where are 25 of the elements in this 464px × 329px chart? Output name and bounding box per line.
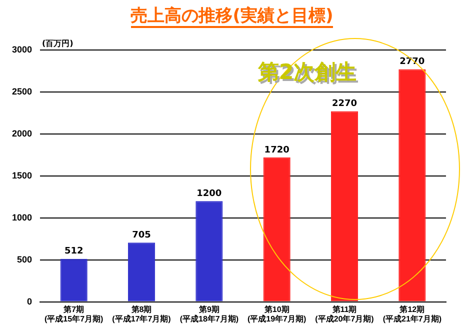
- data-label: 512: [64, 246, 84, 257]
- data-label: 705: [132, 230, 151, 240]
- y-tick-label: 0: [27, 296, 32, 306]
- x-tick-label: 第10期 (平成19年7月期): [248, 304, 307, 324]
- y-tick-label: 2500: [12, 86, 32, 96]
- bar: [398, 69, 426, 302]
- bar: [330, 111, 358, 302]
- x-tick-label: 第9期 (平成18年7月期): [180, 304, 239, 324]
- data-label: 1200: [196, 188, 222, 199]
- y-tick-label: 2000: [12, 128, 32, 138]
- data-label: 2270: [332, 99, 358, 110]
- x-tick-label: 第8期 (平成17年7月期): [112, 304, 172, 324]
- bar: [60, 258, 88, 302]
- y-tick-label: 3000: [12, 44, 32, 54]
- y-tick-label: 1000: [12, 212, 32, 222]
- y-axis-title: (百万円): [42, 38, 74, 49]
- chart-title: 売上高の推移(実績と目標): [130, 6, 334, 28]
- x-tick-label: 第11期 (平成20年7月期): [315, 304, 374, 324]
- x-tick-label: 第7期 (平成15年7月期): [44, 304, 104, 324]
- x-tick-label: 第12期 (平成21年7月期): [382, 304, 442, 324]
- y-tick-label: 500: [16, 254, 32, 264]
- y-tick-label: 1500: [12, 170, 32, 180]
- bar: [196, 201, 223, 302]
- bar: [263, 157, 290, 302]
- data-label: 1720: [264, 145, 290, 156]
